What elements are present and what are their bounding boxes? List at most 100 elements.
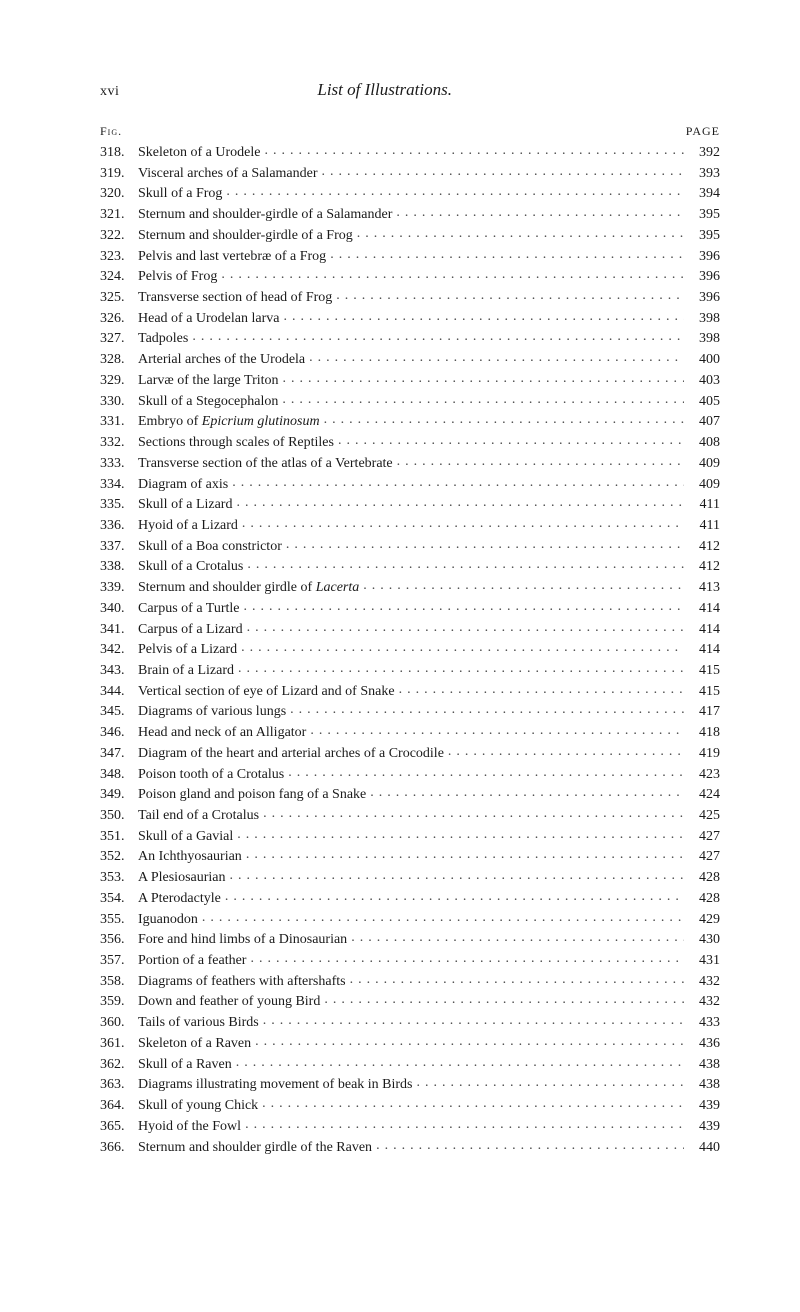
figure-description: Down and feather of young Bird: [138, 992, 320, 1013]
page-number: 413: [688, 578, 720, 599]
list-item: 344.Vertical section of eye of Lizard an…: [100, 682, 720, 703]
page-number: 396: [688, 247, 720, 268]
leader-dots: [263, 804, 684, 825]
page-number: 395: [688, 205, 720, 226]
leader-dots: [241, 638, 684, 659]
figure-number: 341.: [100, 620, 138, 641]
figure-description: Tail end of a Crotalus: [138, 806, 259, 827]
list-item: 356.Fore and hind limbs of a Dinosaurian…: [100, 930, 720, 951]
list-item: 354.A Pterodactyle428: [100, 889, 720, 910]
list-item: 355.Iguanodon429: [100, 910, 720, 931]
page-number: 415: [688, 682, 720, 703]
figure-description-text: Skull of a Raven: [138, 1057, 232, 1072]
entries-list: 318.Skeleton of a Urodele392319.Visceral…: [100, 143, 720, 1158]
figure-description-text: Sections through scales of Reptiles: [138, 435, 334, 450]
figure-number: 335.: [100, 495, 138, 516]
figure-number: 327.: [100, 329, 138, 350]
figure-description: Diagrams of feathers with aftershafts: [138, 972, 346, 993]
figure-description-text: Carpus of a Lizard: [138, 622, 243, 637]
list-item: 345.Diagrams of various lungs417: [100, 702, 720, 723]
list-item: 350.Tail end of a Crotalus425: [100, 806, 720, 827]
leader-dots: [221, 265, 684, 286]
leader-dots: [226, 182, 684, 203]
leader-dots: [247, 618, 684, 639]
header-row: xvi List of Illustrations.: [100, 80, 720, 100]
list-item: 335.Skull of a Lizard 411: [100, 495, 720, 516]
leader-dots: [255, 1032, 684, 1053]
leader-dots: [246, 845, 684, 866]
figure-number: 319.: [100, 164, 138, 185]
list-item: 331.Embryo of Epicrium glutinosum407: [100, 412, 720, 433]
figure-description: Pelvis of Frog: [138, 267, 217, 288]
page-number: 407: [688, 412, 720, 433]
page-number: 424: [688, 785, 720, 806]
page-number: 396: [688, 288, 720, 309]
page-number: 394: [688, 184, 720, 205]
list-item: 349.Poison gland and poison fang of a Sn…: [100, 785, 720, 806]
figure-number: 342.: [100, 640, 138, 661]
figure-description-text: Vertical section of eye of Lizard and of…: [138, 684, 395, 699]
page-number: 415: [688, 661, 720, 682]
figure-description-text: Pelvis of a Lizard: [138, 642, 237, 657]
page-number: 412: [688, 537, 720, 558]
figure-description-text: Diagram of the heart and arterial arches…: [138, 746, 444, 761]
figure-description: Skull of a Lizard: [138, 495, 232, 516]
leader-dots: [376, 1136, 684, 1157]
page-number: 411: [688, 495, 720, 516]
leader-dots: [262, 1094, 684, 1115]
leader-dots: [230, 866, 685, 887]
leader-dots: [286, 535, 684, 556]
leader-dots: [244, 597, 685, 618]
figure-description-text: Diagrams of various lungs: [138, 704, 286, 719]
list-item: 352.An Ichthyosaurian427: [100, 847, 720, 868]
page-number: 412: [688, 557, 720, 578]
leader-dots: [237, 825, 684, 846]
figure-number: 339.: [100, 578, 138, 599]
list-item: 339.Sternum and shoulder girdle of Lacer…: [100, 578, 720, 599]
figure-description: An Ichthyosaurian: [138, 847, 242, 868]
leader-dots: [192, 327, 684, 348]
figure-description: Skeleton of a Urodele: [138, 143, 260, 164]
figure-number: 360.: [100, 1013, 138, 1034]
figure-description-text: Skeleton of a Urodele: [138, 145, 260, 160]
page-number: 433: [688, 1013, 720, 1034]
page-number: 400: [688, 350, 720, 371]
list-item: 358.Diagrams of feathers with aftershaft…: [100, 972, 720, 993]
figure-description: Tails of various Birds: [138, 1013, 259, 1034]
leader-dots: [338, 431, 684, 452]
page-number: 414: [688, 599, 720, 620]
figure-description: Sternum and shoulder-girdle of a Salaman…: [138, 205, 392, 226]
figure-description: Visceral arches of a Salamander: [138, 164, 318, 185]
figure-description-text: Tail end of a Crotalus: [138, 808, 259, 823]
list-item: 320.Skull of a Frog394: [100, 184, 720, 205]
page-number: 438: [688, 1055, 720, 1076]
figure-description: Skull of a Stegocephalon: [138, 392, 278, 413]
figure-description-text: Skull of a Stegocephalon: [138, 394, 278, 409]
leader-dots: [202, 908, 684, 929]
figure-number: 364.: [100, 1096, 138, 1117]
list-item: 361.Skeleton of a Raven436: [100, 1034, 720, 1055]
figure-description: Transverse section of head of Frog: [138, 288, 332, 309]
figure-number: 353.: [100, 868, 138, 889]
list-item: 366.Sternum and shoulder girdle of the R…: [100, 1138, 720, 1159]
figure-description-text: Poison gland and poison fang of a Snake: [138, 787, 366, 802]
figure-description: Diagram of the heart and arterial arches…: [138, 744, 444, 765]
figure-number: 332.: [100, 433, 138, 454]
figure-description-text: Larvæ of the large Triton: [138, 373, 279, 388]
leader-dots: [322, 162, 684, 183]
page-number: 425: [688, 806, 720, 827]
figure-description-text: A Pterodactyle: [138, 891, 221, 906]
figure-description: Sternum and shoulder girdle of Lacerta: [138, 578, 359, 599]
figure-number: 345.: [100, 702, 138, 723]
figure-description: Diagrams illustrating movement of beak i…: [138, 1075, 413, 1096]
page-number: 395: [688, 226, 720, 247]
list-item: 346.Head and neck of an Alligator418: [100, 723, 720, 744]
leader-dots: [263, 1011, 684, 1032]
figure-description-text: Fore and hind limbs of a Dinosaurian: [138, 932, 347, 947]
list-item: 363.Diagrams illustrating movement of be…: [100, 1075, 720, 1096]
figure-number: 361.: [100, 1034, 138, 1055]
figure-number: 338.: [100, 557, 138, 578]
list-item: 326.Head of a Urodelan larva398: [100, 309, 720, 330]
list-item: 338.Skull of a Crotalus412: [100, 557, 720, 578]
figure-number: 323.: [100, 247, 138, 268]
